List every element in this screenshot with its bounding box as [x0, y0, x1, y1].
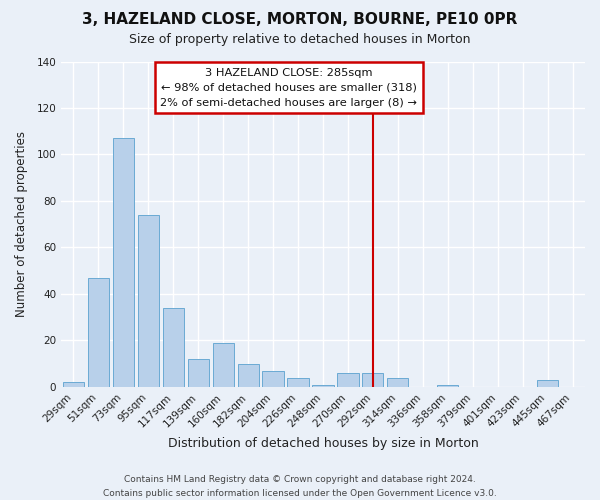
Bar: [238, 364, 259, 387]
Bar: [337, 373, 359, 387]
Bar: [113, 138, 134, 387]
Y-axis label: Number of detached properties: Number of detached properties: [15, 131, 28, 317]
Bar: [262, 370, 284, 387]
Bar: [313, 384, 334, 387]
Bar: [437, 384, 458, 387]
Bar: [63, 382, 84, 387]
Text: 3 HAZELAND CLOSE: 285sqm
← 98% of detached houses are smaller (318)
2% of semi-d: 3 HAZELAND CLOSE: 285sqm ← 98% of detach…: [160, 68, 418, 108]
Bar: [212, 343, 234, 387]
Bar: [287, 378, 308, 387]
X-axis label: Distribution of detached houses by size in Morton: Distribution of detached houses by size …: [167, 437, 478, 450]
Bar: [387, 378, 409, 387]
Bar: [188, 359, 209, 387]
Text: Contains HM Land Registry data © Crown copyright and database right 2024.
Contai: Contains HM Land Registry data © Crown c…: [103, 476, 497, 498]
Bar: [163, 308, 184, 387]
Text: 3, HAZELAND CLOSE, MORTON, BOURNE, PE10 0PR: 3, HAZELAND CLOSE, MORTON, BOURNE, PE10 …: [82, 12, 518, 28]
Bar: [88, 278, 109, 387]
Bar: [362, 373, 383, 387]
Text: Size of property relative to detached houses in Morton: Size of property relative to detached ho…: [129, 32, 471, 46]
Bar: [137, 215, 159, 387]
Bar: [537, 380, 558, 387]
